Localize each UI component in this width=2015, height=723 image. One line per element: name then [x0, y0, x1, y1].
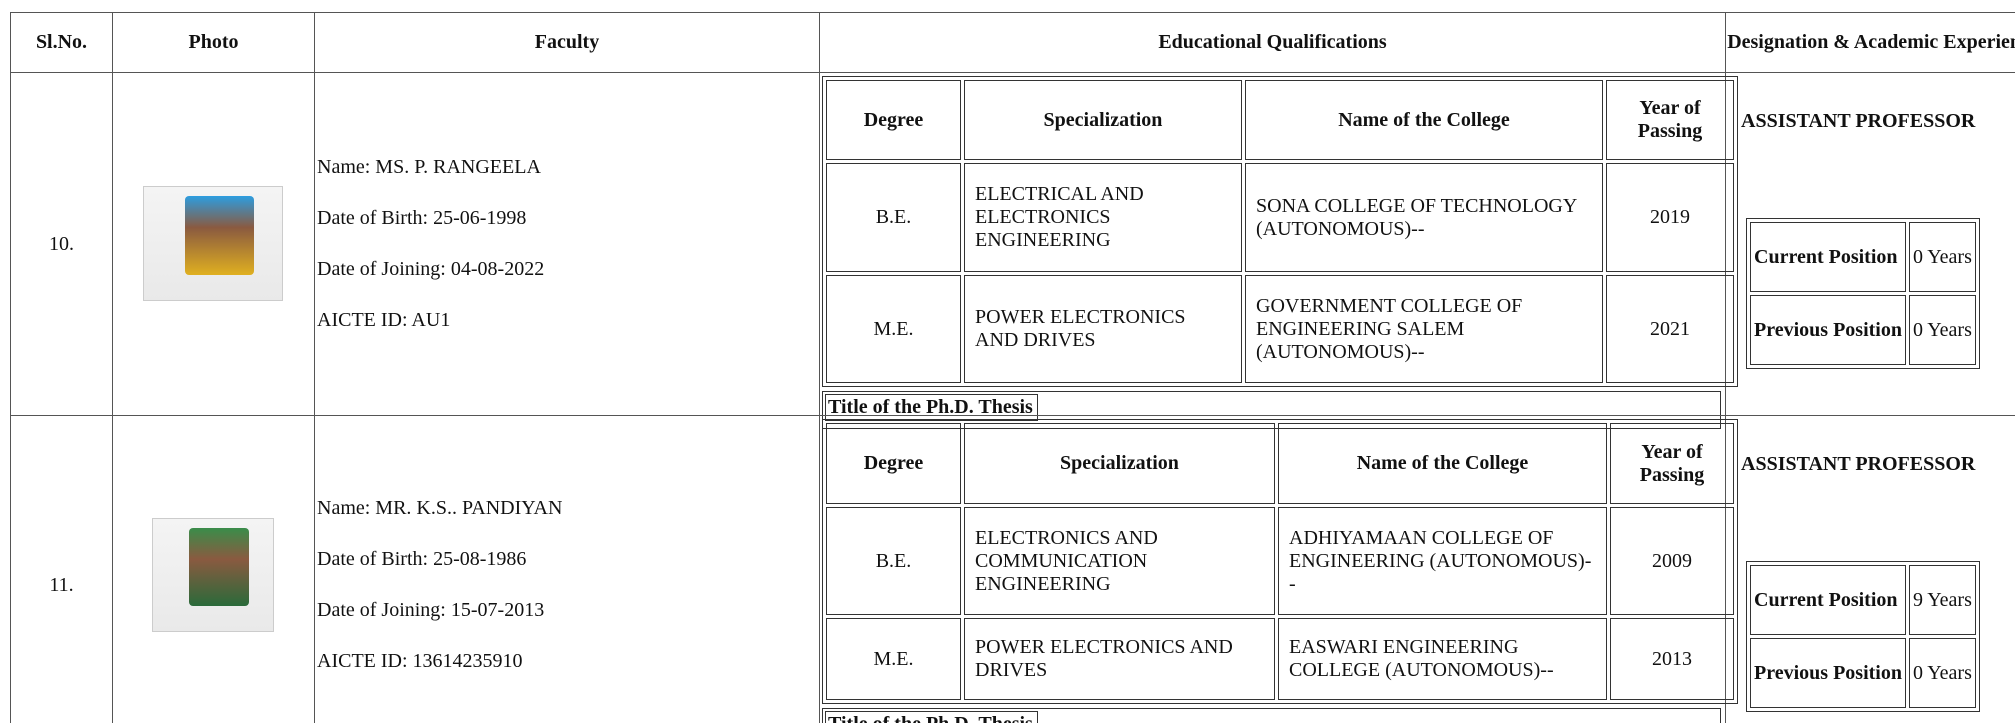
- qual-cell: 2009: [1610, 507, 1734, 615]
- qual-header: Specialization: [964, 80, 1242, 160]
- experience-value: 0 Years: [1908, 295, 1976, 365]
- experience-row: Current Position 0 Years: [1750, 222, 1976, 292]
- qual-row: M.E. POWER ELECTRONICS AND DRIVES EASWARI …: [826, 618, 1734, 700]
- qual-cell: GOVERNMENT COLLEGE OF ENGINEERING SALEM …: [1245, 275, 1603, 383]
- thesis-label: Title of the Ph.D. Thesis: [825, 711, 1038, 723]
- qual-cell: EASWARI ENGINEERING COLLEGE (AUTONOMOUS)…: [1278, 618, 1607, 700]
- qual-row: B.E. ELECTRICAL AND ELECTRONICS ENGINEERI…: [826, 163, 1734, 272]
- faculty-aicte: AICTE ID: 13614235910: [317, 650, 523, 672]
- qual-cell: POWER ELECTRONICS AND DRIVES: [964, 618, 1275, 700]
- qual-header: Year of Passing: [1610, 423, 1734, 504]
- qual-row: B.E. ELECTRONICS AND COMMUNICATION ENGINE…: [826, 507, 1734, 615]
- qualification-table: Degree Specialization Name of the College Y…: [822, 419, 1738, 704]
- experience-label: Current Position: [1750, 222, 1906, 292]
- qual-header: Specialization: [964, 423, 1275, 504]
- qual-header-row: Degree Specialization Name of the College Y…: [826, 80, 1734, 160]
- qual-cell: ELECTRICAL AND ELECTRONICS ENGINEERING: [964, 163, 1242, 272]
- qual-header: Degree: [826, 80, 961, 160]
- faculty-name: Name: MR. K.S.. PANDIYAN: [317, 497, 563, 519]
- header-cell: Faculty: [314, 12, 820, 73]
- experience-value: 0 Years: [1908, 222, 1976, 292]
- experience-value: 9 Years: [1908, 565, 1976, 635]
- designation: ASSISTANT PROFESSOR: [1741, 110, 1976, 132]
- qual-cell: 2019: [1606, 163, 1734, 272]
- faculty-info: Name: MS. P. RANGEELA Date of Birth: 25-0…: [314, 72, 820, 416]
- faculty-info: Name: MR. K.S.. PANDIYAN Date of Birth: 2…: [314, 415, 820, 723]
- qual-header: Name of the College: [1278, 423, 1607, 504]
- qual-header: Year of Passing: [1606, 80, 1734, 160]
- cell-frame: [1725, 415, 2015, 723]
- experience-label: Previous Position: [1750, 295, 1906, 365]
- experience-label: Previous Position: [1750, 638, 1906, 708]
- thesis-label: Title of the Ph.D. Thesis: [825, 394, 1038, 421]
- experience-table: Current Position 9 Years Previous Position…: [1746, 561, 1980, 712]
- thesis-row: Title of the Ph.D. Thesis: [822, 391, 1721, 429]
- qualification-table: Degree Specialization Name of the College Y…: [822, 76, 1738, 387]
- qual-row: M.E. POWER ELECTRONICS AND DRIVES GOVERNME…: [826, 275, 1734, 383]
- faculty-name: Name: MS. P. RANGEELA: [317, 156, 541, 178]
- thesis-row: Title of the Ph.D. Thesis: [822, 708, 1721, 723]
- qual-cell: 2013: [1610, 618, 1734, 700]
- qual-cell: ADHIYAMAAN COLLEGE OF ENGINEERING (AUTON…: [1278, 507, 1607, 615]
- qual-cell: POWER ELECTRONICS AND DRIVES: [964, 275, 1242, 383]
- faculty-doj: Date of Joining: 15-07-2013: [317, 599, 545, 621]
- designation: ASSISTANT PROFESSOR: [1741, 453, 1976, 475]
- experience-table: Current Position 0 Years Previous Position…: [1746, 218, 1980, 369]
- faculty-aicte: AICTE ID: AU1: [317, 309, 451, 331]
- header-cell: Educational Qualifications: [819, 12, 1726, 73]
- qual-cell: 2021: [1606, 275, 1734, 383]
- experience-row: Previous Position 0 Years: [1750, 638, 1976, 708]
- qual-cell: M.E.: [826, 618, 961, 700]
- header-cell: Photo: [112, 12, 315, 73]
- experience-label: Current Position: [1750, 565, 1906, 635]
- header-cell: Designation & Academic Experience: [1725, 12, 2015, 73]
- photo-face: [185, 196, 255, 276]
- faculty-dob: Date of Birth: 25-06-1998: [317, 207, 527, 229]
- qual-header: Degree: [826, 423, 961, 504]
- experience-row: Previous Position 0 Years: [1750, 295, 1976, 365]
- experience-value: 0 Years: [1908, 638, 1976, 708]
- qual-header: Name of the College: [1245, 80, 1603, 160]
- photo: [143, 186, 283, 301]
- photo-face: [189, 527, 249, 607]
- qual-cell: M.E.: [826, 275, 961, 383]
- sl-no: 11.: [10, 415, 113, 723]
- qual-cell: SONA COLLEGE OF TECHNOLOGY (AUTONOMOUS)-…: [1245, 163, 1603, 272]
- qual-cell: B.E.: [826, 163, 961, 272]
- sl-no: 10.: [10, 72, 113, 416]
- photo: [152, 518, 274, 632]
- qual-cell: ELECTRONICS AND COMMUNICATION ENGINEERIN…: [964, 507, 1275, 615]
- qual-cell: B.E.: [826, 507, 961, 615]
- header-cell: Sl.No.: [10, 12, 113, 73]
- faculty-dob: Date of Birth: 25-08-1986: [317, 548, 527, 570]
- qual-header-row: Degree Specialization Name of the College Y…: [826, 423, 1734, 504]
- experience-row: Current Position 9 Years: [1750, 565, 1976, 635]
- faculty-doj: Date of Joining: 04-08-2022: [317, 258, 545, 280]
